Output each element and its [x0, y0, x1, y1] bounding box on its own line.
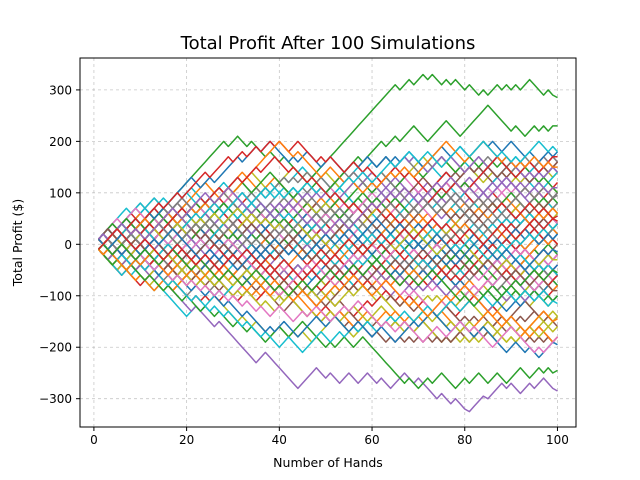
x-tick-label: 20	[179, 433, 194, 447]
simulation-line	[97, 248, 558, 333]
simulation-line	[97, 176, 558, 240]
simulation-line	[97, 233, 559, 354]
x-tick-label: 40	[272, 433, 287, 447]
y-tick-label: 100	[49, 186, 72, 200]
y-axis-label: Total Profit ($)	[10, 199, 25, 287]
simulation-line	[97, 207, 558, 276]
y-tick-label: −300	[39, 392, 72, 406]
x-tick-label: 60	[364, 433, 379, 447]
x-tick-label: 100	[546, 433, 569, 447]
grid	[80, 58, 576, 427]
chart-title: Total Profit After 100 Simulations	[180, 33, 476, 54]
y-tick-label: −100	[39, 289, 72, 303]
y-tick-label: 0	[64, 238, 72, 252]
x-tick-label: 80	[457, 433, 472, 447]
y-tick-label: 300	[49, 83, 72, 97]
series-lines	[97, 73, 559, 413]
simulation-line	[97, 217, 558, 282]
axis-ticks: 0 20 40 60 80 100 −300 −200 −100 0 100 200 300	[39, 83, 569, 447]
y-tick-label: −200	[39, 341, 72, 355]
x-axis-label: Number of Hands	[273, 455, 383, 470]
simulation-line	[97, 248, 558, 390]
axes-frame	[79, 57, 577, 428]
simulation-line	[97, 140, 558, 240]
simulation-line	[97, 243, 558, 307]
x-tick-label: 0	[90, 433, 98, 447]
y-tick-label: 200	[49, 135, 72, 149]
